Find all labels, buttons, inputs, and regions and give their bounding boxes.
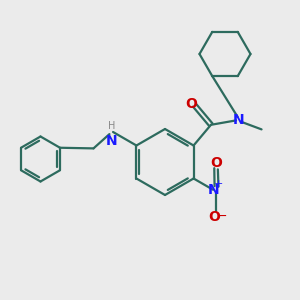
Text: N: N [207, 183, 219, 197]
Text: N: N [232, 113, 244, 128]
Text: N: N [106, 134, 117, 148]
Text: O: O [210, 156, 222, 170]
Text: O: O [208, 210, 220, 224]
Text: +: + [214, 179, 223, 189]
Text: H: H [108, 121, 115, 130]
Text: −: − [217, 210, 227, 223]
Text: O: O [185, 97, 197, 111]
